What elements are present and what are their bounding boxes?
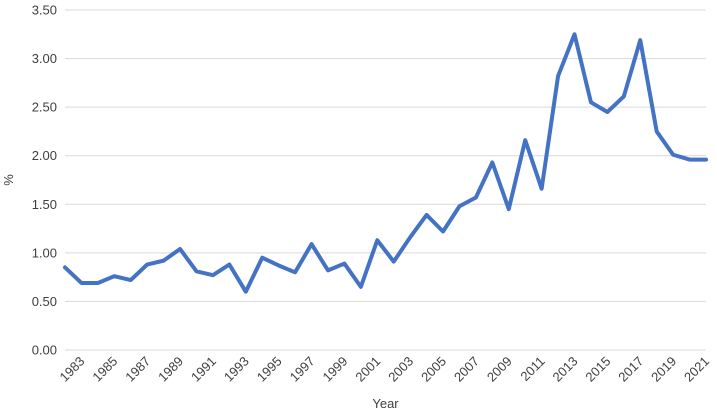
y-tick-label: 2.50 — [32, 100, 57, 115]
x-tick-label: 1999 — [319, 354, 350, 385]
x-tick-label: 1985 — [89, 354, 120, 385]
x-tick-label: 2011 — [517, 354, 547, 384]
x-tick-label: 2021 — [681, 354, 712, 385]
series-line — [63, 32, 708, 294]
y-tick-label: 3.50 — [32, 3, 57, 18]
y-tick-label: 1.00 — [32, 245, 57, 260]
x-tick-label: 2003 — [385, 354, 416, 385]
x-tick-label: 1995 — [254, 354, 285, 385]
x-tick-label: 1997 — [287, 354, 318, 385]
y-tick-label: 0.00 — [32, 343, 57, 358]
x-tick-label: 1987 — [122, 354, 153, 385]
x-tick-label: 1991 — [188, 354, 219, 385]
y-axis-ticks: 0.00 0.50 1.00 1.50 2.00 2.50 3.00 3.50 — [32, 3, 57, 358]
x-axis-ticks: 1983 1985 1987 1989 1991 1993 1995 1997 1999 2001… — [56, 354, 712, 385]
x-tick-label: 2017 — [615, 354, 646, 385]
x-tick-label: 2015 — [582, 354, 613, 385]
x-tick-label: 2013 — [550, 354, 581, 385]
x-tick-label: 1983 — [56, 354, 87, 385]
y-axis-title: % — [1, 174, 16, 186]
x-tick-label: 2009 — [484, 354, 515, 385]
x-tick-label: 2019 — [648, 354, 679, 385]
y-tick-label: 3.00 — [32, 51, 57, 66]
x-axis-title: Year — [372, 396, 399, 411]
series-layer — [63, 32, 708, 294]
x-tick-label: 1989 — [155, 354, 186, 385]
y-tick-label: 2.00 — [32, 148, 57, 163]
x-tick-label: 2007 — [451, 354, 482, 385]
x-tick-label: 2005 — [418, 354, 449, 385]
x-tick-label: 1993 — [221, 354, 252, 385]
y-tick-label: 1.50 — [32, 197, 57, 212]
gridlines — [65, 9, 706, 351]
y-tick-label: 0.50 — [32, 294, 57, 309]
x-tick-label: 2001 — [352, 354, 383, 385]
